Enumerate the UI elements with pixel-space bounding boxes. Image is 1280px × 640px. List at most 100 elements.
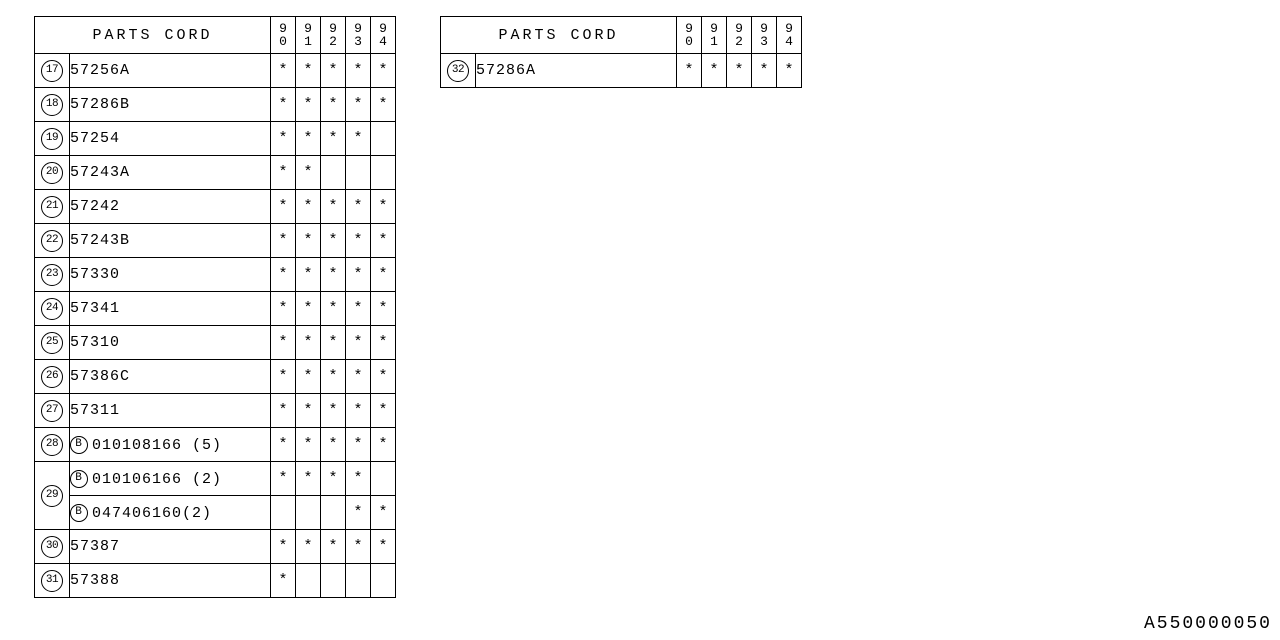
- mark-cell: *: [296, 156, 321, 190]
- mark-cell: *: [727, 54, 752, 88]
- mark-cell: [346, 156, 371, 190]
- mark-cell: [321, 156, 346, 190]
- part-code-text: 57341: [70, 300, 120, 317]
- table-row: 1957254****: [35, 122, 396, 156]
- header-year: 93: [346, 17, 371, 54]
- part-code: B010108166 (5): [70, 428, 271, 462]
- header-year: 90: [271, 17, 296, 54]
- index-circle-icon: 31: [41, 570, 63, 592]
- part-code: 57286B: [70, 88, 271, 122]
- mark-cell: *: [371, 496, 396, 530]
- table-row: 2657386C*****: [35, 360, 396, 394]
- mark-cell: *: [346, 428, 371, 462]
- mark-cell: *: [271, 326, 296, 360]
- row-index: 27: [35, 394, 70, 428]
- parts-table: PARTS CORD90919293943257286A*****: [440, 16, 802, 88]
- mark-cell: *: [321, 122, 346, 156]
- mark-cell: *: [371, 530, 396, 564]
- mark-cell: *: [296, 394, 321, 428]
- mark-cell: *: [296, 122, 321, 156]
- table-row: 2257243B*****: [35, 224, 396, 258]
- table-row: 2157242*****: [35, 190, 396, 224]
- part-code-text: 57242: [70, 198, 120, 215]
- mark-cell: *: [752, 54, 777, 88]
- mark-cell: *: [346, 462, 371, 496]
- table-row: 3057387*****: [35, 530, 396, 564]
- part-code-text: 57386C: [70, 368, 130, 385]
- part-code-text: 57243A: [70, 164, 130, 181]
- row-index: 30: [35, 530, 70, 564]
- part-code: 57254: [70, 122, 271, 156]
- mark-cell: [321, 496, 346, 530]
- row-index: 17: [35, 54, 70, 88]
- index-circle-icon: 27: [41, 400, 63, 422]
- header-year: 94: [371, 17, 396, 54]
- mark-cell: *: [321, 530, 346, 564]
- mark-cell: *: [346, 54, 371, 88]
- mark-cell: *: [371, 258, 396, 292]
- part-code: B010106166 (2): [70, 462, 271, 496]
- mark-cell: *: [346, 122, 371, 156]
- mark-cell: [371, 156, 396, 190]
- table-row: B047406160(2)**: [35, 496, 396, 530]
- mark-cell: *: [371, 326, 396, 360]
- index-circle-icon: 24: [41, 298, 63, 320]
- mark-cell: *: [296, 530, 321, 564]
- table-row: 1857286B*****: [35, 88, 396, 122]
- document-code: A550000050: [1144, 614, 1272, 634]
- mark-cell: *: [677, 54, 702, 88]
- row-index: 31: [35, 564, 70, 598]
- index-circle-icon: 30: [41, 536, 63, 558]
- part-code-text: 047406160(2): [92, 504, 212, 521]
- mark-cell: *: [271, 88, 296, 122]
- mark-cell: *: [296, 428, 321, 462]
- part-code: 57286A: [476, 54, 677, 88]
- table-row: 3157388*: [35, 564, 396, 598]
- row-index: 23: [35, 258, 70, 292]
- mark-cell: *: [371, 224, 396, 258]
- mark-cell: *: [346, 292, 371, 326]
- part-code-text: 010106166 (2): [92, 470, 222, 487]
- row-index: 19: [35, 122, 70, 156]
- mark-cell: *: [371, 88, 396, 122]
- mark-cell: *: [271, 122, 296, 156]
- mark-cell: *: [271, 224, 296, 258]
- mark-cell: *: [271, 190, 296, 224]
- mark-cell: *: [271, 428, 296, 462]
- part-code-text: 57387: [70, 538, 120, 555]
- mark-cell: [371, 462, 396, 496]
- table-row: 28B010108166 (5)*****: [35, 428, 396, 462]
- part-code: 57242: [70, 190, 271, 224]
- header-year: 91: [702, 17, 727, 54]
- row-index: 24: [35, 292, 70, 326]
- mark-cell: *: [321, 292, 346, 326]
- header-year: 94: [777, 17, 802, 54]
- mark-cell: *: [321, 224, 346, 258]
- mark-cell: *: [271, 292, 296, 326]
- header-parts-cord: PARTS CORD: [35, 17, 271, 54]
- header-year: 92: [727, 17, 752, 54]
- mark-cell: *: [271, 564, 296, 598]
- header-year: 93: [752, 17, 777, 54]
- row-index: 29: [35, 462, 70, 530]
- mark-cell: *: [321, 258, 346, 292]
- index-circle-icon: 25: [41, 332, 63, 354]
- row-index: 28: [35, 428, 70, 462]
- header-year: 90: [677, 17, 702, 54]
- part-code-text: 57254: [70, 130, 120, 147]
- mark-cell: *: [296, 258, 321, 292]
- mark-cell: [321, 564, 346, 598]
- mark-cell: *: [271, 258, 296, 292]
- mark-cell: *: [296, 462, 321, 496]
- mark-cell: *: [271, 530, 296, 564]
- mark-cell: [271, 496, 296, 530]
- index-circle-icon: 28: [41, 434, 63, 456]
- row-index: 21: [35, 190, 70, 224]
- mark-cell: *: [346, 258, 371, 292]
- mark-cell: *: [371, 190, 396, 224]
- part-code: 57387: [70, 530, 271, 564]
- row-index: 18: [35, 88, 70, 122]
- mark-cell: [371, 564, 396, 598]
- mark-cell: *: [346, 326, 371, 360]
- part-code: 57330: [70, 258, 271, 292]
